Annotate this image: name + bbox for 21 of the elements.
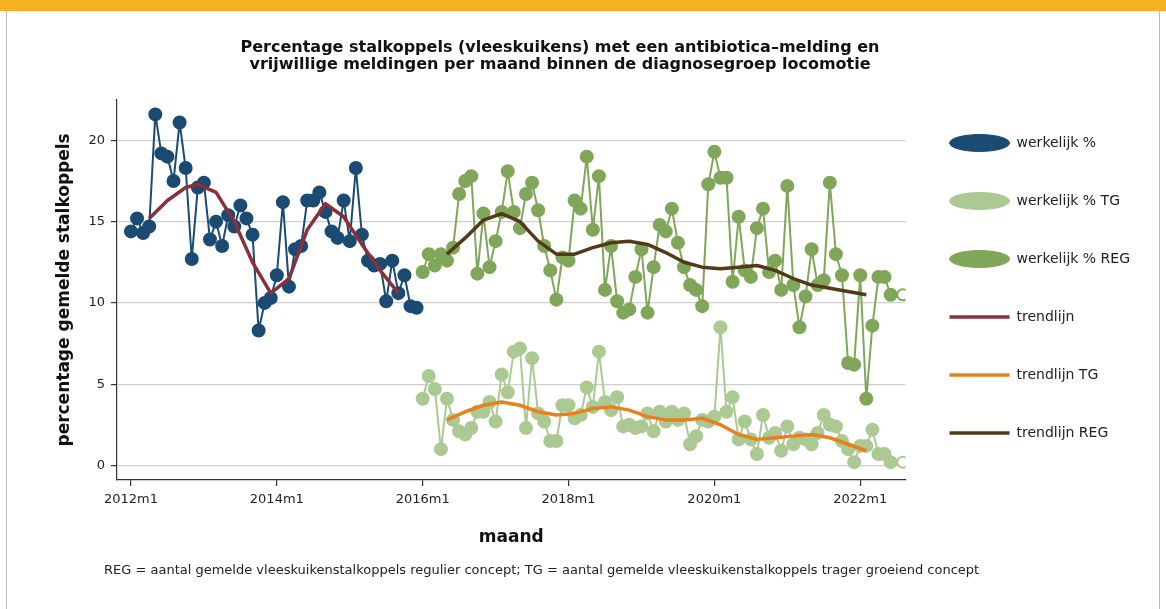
legend-label: werkelijk % TG	[1016, 191, 1120, 208]
x-axis-title: maand	[478, 526, 544, 547]
x-tick-label: 2020m1	[687, 491, 742, 507]
y-axis-title: percentage gemelde stalkoppels	[52, 133, 73, 447]
y-tick-label: 5	[96, 375, 105, 391]
legend-label: werkelijk %	[1016, 133, 1097, 150]
x-tick-label: 2014m1	[249, 491, 304, 507]
legend-label: trendlijn REG	[1016, 423, 1109, 440]
legend-label: trendlijn TG	[1016, 365, 1099, 382]
y-tick-label: 20	[88, 131, 105, 147]
legend-label: werkelijk % REG	[1016, 249, 1131, 266]
text: REG = aantal gemelde vleeskuikenstalkoppels regulier concept; TG = aantal gemelde vleeskuikenstalkoppels trager groeiend concept	[104, 562, 980, 577]
chart-title: Percentage stalkoppels (vleeskuikens) met een antibiotica–melding en vrijwillige meldingen per maand binnen de diagnosegroep locomotie	[239, 37, 881, 73]
x-tick-label: 2012m1	[103, 491, 158, 507]
legend-label: trendlijn	[1016, 307, 1075, 324]
y-tick-label: 0	[96, 456, 105, 472]
y-tick-label: 15	[88, 213, 105, 229]
x-tick-label: 2016m1	[395, 491, 450, 507]
x-tick-label: 2022m1	[833, 491, 888, 507]
x-tick-label: 2018m1	[541, 491, 596, 507]
y-tick-label: 10	[88, 294, 105, 310]
